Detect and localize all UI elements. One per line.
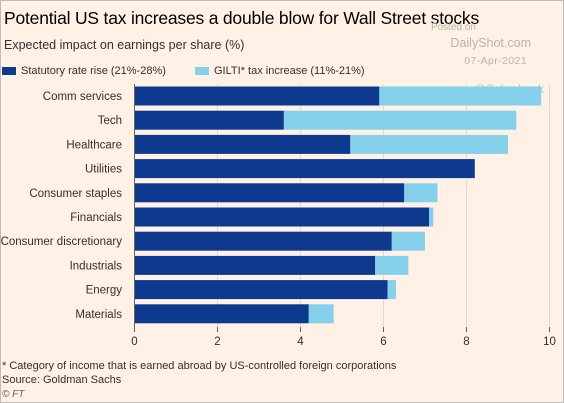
category-label: Healthcare xyxy=(66,139,122,151)
x-tick-label: 6 xyxy=(380,336,386,348)
chart-subtitle: Expected impact on earnings per share (%… xyxy=(4,38,245,52)
bar-statutory xyxy=(134,207,430,227)
x-tick-label: 8 xyxy=(463,336,469,348)
category-label: Energy xyxy=(86,285,123,297)
category-label: Consumer staples xyxy=(29,188,122,200)
bar-gilti xyxy=(379,86,542,106)
x-tick-label: 2 xyxy=(214,336,220,348)
bar-statutory xyxy=(134,280,388,300)
category-label: Consumer discretionary xyxy=(1,236,123,248)
bar-statutory xyxy=(134,134,351,154)
watermark-posted: Posted on xyxy=(430,22,476,33)
bar-gilti xyxy=(283,110,517,130)
category-label: Utilities xyxy=(85,164,122,176)
category-label: Industrials xyxy=(70,260,123,272)
ft-credit: © FT xyxy=(2,389,25,400)
watermark-site: DailyShot.com xyxy=(450,36,531,50)
legend-swatch-statutory xyxy=(2,67,16,75)
bar-gilti xyxy=(308,304,334,324)
category-label: Financials xyxy=(70,212,122,224)
bar-statutory xyxy=(134,231,392,251)
legend-label-statutory: Statutory rate rise (21%-28%) xyxy=(21,65,166,77)
footnote: * Category of income that is earned abro… xyxy=(2,360,397,372)
bar-gilti xyxy=(387,280,396,300)
watermark-date: 07-Apr-2021 xyxy=(464,55,527,67)
category-label: Materials xyxy=(75,309,122,321)
x-tick-label: 4 xyxy=(297,336,304,348)
bar-statutory xyxy=(134,255,376,275)
bar-gilti xyxy=(375,255,409,275)
category-label: Tech xyxy=(98,115,122,127)
chart-title: Potential US tax increases a double blow… xyxy=(4,8,480,28)
bar-gilti xyxy=(404,183,438,203)
category-label: Comm services xyxy=(43,91,122,103)
source-note: Source: Goldman Sachs xyxy=(2,374,122,386)
legend-item-gilti: GILTI* tax increase (11%-21%) xyxy=(195,64,365,78)
bar-gilti xyxy=(350,134,508,154)
x-tick-label: 0 xyxy=(131,336,137,348)
bar-gilti xyxy=(391,231,425,251)
legend-item-statutory: Statutory rate rise (21%-28%) xyxy=(2,64,166,78)
bar-statutory xyxy=(134,304,309,324)
bar-statutory xyxy=(134,183,405,203)
legend-swatch-gilti xyxy=(195,67,209,75)
bar-gilti xyxy=(429,207,434,227)
bar-statutory xyxy=(134,159,475,179)
x-tick-label: 10 xyxy=(543,336,556,348)
legend-label-gilti: GILTI* tax increase (11%-21%) xyxy=(214,65,365,77)
bar-statutory xyxy=(134,86,380,106)
bar-statutory xyxy=(134,110,284,130)
